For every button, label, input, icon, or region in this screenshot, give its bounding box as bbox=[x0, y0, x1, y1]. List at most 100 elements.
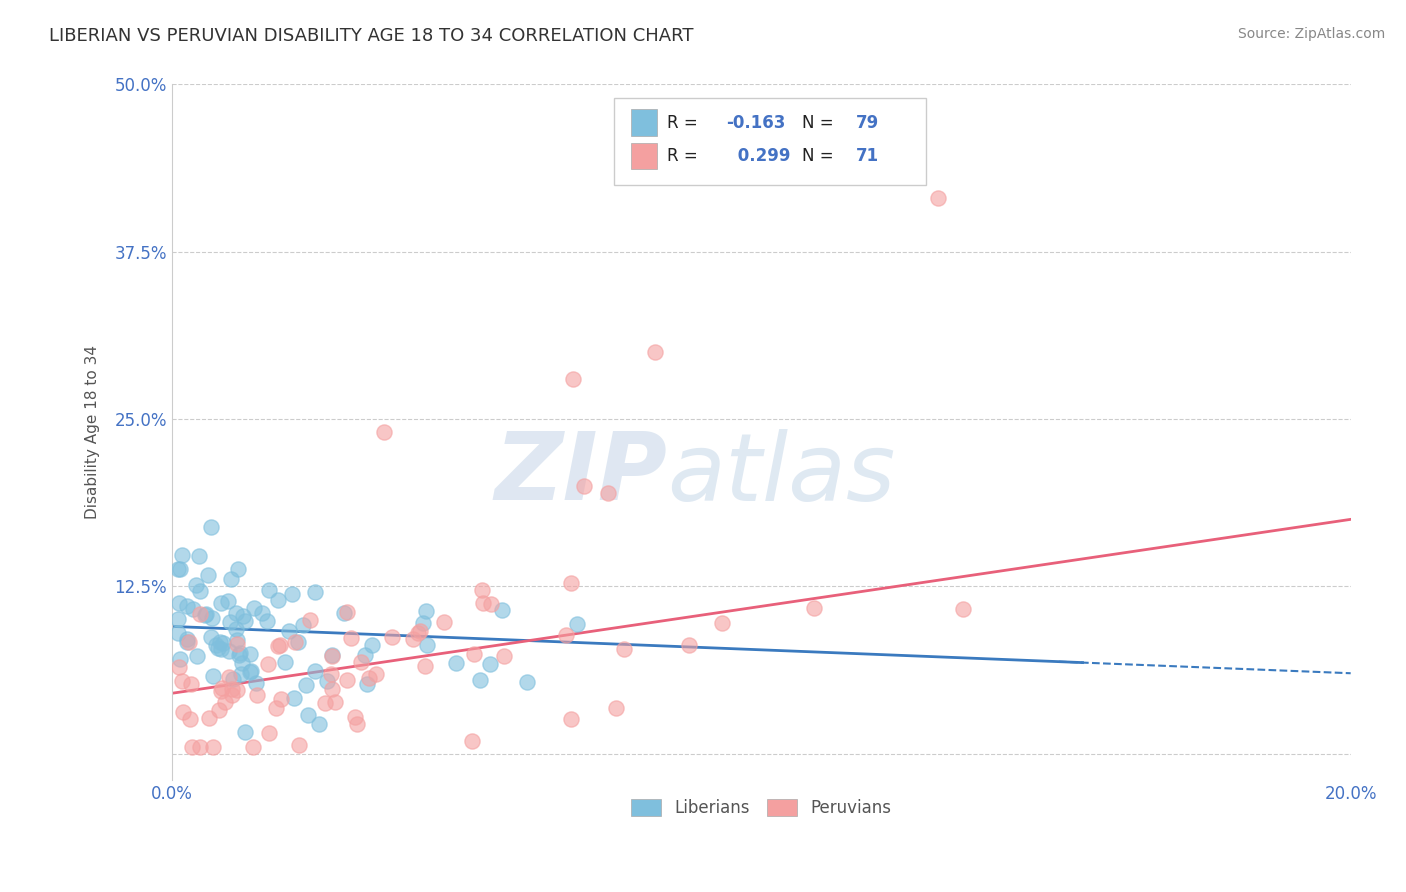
Point bbox=[468, 673, 491, 687]
Point bbox=[172, 706, 194, 720]
Point bbox=[221, 689, 243, 703]
Point bbox=[218, 670, 240, 684]
Point bbox=[281, 587, 304, 601]
Point bbox=[207, 641, 229, 656]
Point bbox=[298, 613, 321, 627]
Point bbox=[287, 634, 309, 648]
Point bbox=[225, 637, 247, 651]
Point bbox=[225, 606, 247, 620]
Point bbox=[321, 648, 343, 663]
Point bbox=[166, 612, 188, 626]
Point bbox=[288, 739, 311, 753]
Point bbox=[188, 607, 211, 621]
Point bbox=[561, 372, 583, 386]
Point bbox=[202, 669, 225, 683]
Point bbox=[560, 575, 582, 590]
Point bbox=[344, 710, 367, 724]
Point bbox=[208, 635, 231, 649]
Bar bbox=[631, 143, 658, 169]
Point bbox=[356, 677, 378, 691]
Point bbox=[613, 641, 636, 656]
Point bbox=[574, 479, 596, 493]
Point bbox=[239, 665, 262, 680]
Text: -0.163: -0.163 bbox=[725, 113, 785, 132]
Point bbox=[333, 607, 356, 621]
Point bbox=[226, 562, 249, 576]
Point bbox=[239, 664, 262, 678]
Point bbox=[415, 638, 437, 652]
Point bbox=[188, 583, 211, 598]
Point bbox=[284, 635, 307, 649]
Point bbox=[339, 631, 361, 645]
Point bbox=[239, 647, 262, 661]
Point bbox=[349, 655, 371, 669]
Text: 79: 79 bbox=[855, 113, 879, 132]
Point bbox=[319, 666, 342, 681]
Point bbox=[217, 594, 239, 608]
Point bbox=[353, 648, 375, 662]
Text: ZIP: ZIP bbox=[494, 428, 666, 520]
Point bbox=[186, 648, 208, 663]
Point bbox=[565, 617, 588, 632]
Point bbox=[295, 678, 318, 692]
Point bbox=[413, 658, 436, 673]
Point bbox=[233, 614, 256, 628]
Point bbox=[232, 609, 254, 624]
Point bbox=[225, 622, 247, 636]
Point bbox=[246, 688, 269, 702]
Point bbox=[176, 599, 198, 613]
Point bbox=[297, 708, 319, 723]
Point bbox=[952, 602, 974, 616]
Point bbox=[321, 682, 343, 697]
Point bbox=[197, 711, 219, 725]
Point bbox=[516, 674, 538, 689]
Point bbox=[221, 681, 243, 696]
Bar bbox=[631, 110, 658, 136]
Point bbox=[267, 639, 290, 653]
Point bbox=[336, 673, 359, 687]
Point bbox=[167, 660, 190, 674]
Point bbox=[180, 676, 202, 690]
Point bbox=[184, 577, 207, 591]
Point bbox=[169, 562, 191, 576]
Point bbox=[228, 648, 250, 663]
Point bbox=[373, 425, 395, 440]
Point bbox=[245, 676, 267, 690]
Text: N =: N = bbox=[803, 147, 839, 165]
Point bbox=[409, 624, 432, 639]
Point bbox=[412, 615, 434, 630]
Point bbox=[177, 635, 200, 649]
Point bbox=[316, 673, 339, 688]
Point bbox=[402, 632, 425, 647]
Point bbox=[304, 665, 326, 679]
Point bbox=[360, 638, 382, 652]
Point bbox=[211, 636, 233, 650]
Point bbox=[209, 642, 232, 657]
Point bbox=[188, 739, 211, 754]
Point bbox=[250, 607, 273, 621]
Point bbox=[270, 691, 292, 706]
Point bbox=[194, 608, 217, 623]
Point bbox=[308, 717, 330, 731]
Point bbox=[560, 712, 582, 726]
Legend: Liberians, Peruvians: Liberians, Peruvians bbox=[624, 793, 898, 824]
Point bbox=[172, 673, 194, 688]
Point bbox=[357, 671, 380, 685]
Point bbox=[235, 724, 257, 739]
Point bbox=[218, 644, 240, 658]
Text: LIBERIAN VS PERUVIAN DISABILITY AGE 18 TO 34 CORRELATION CHART: LIBERIAN VS PERUVIAN DISABILITY AGE 18 T… bbox=[49, 27, 693, 45]
Point bbox=[211, 681, 233, 695]
Point bbox=[188, 549, 211, 563]
Point bbox=[346, 716, 368, 731]
Point bbox=[166, 626, 188, 640]
Point bbox=[207, 702, 229, 716]
Point bbox=[444, 656, 467, 670]
Point bbox=[927, 191, 949, 205]
Point bbox=[678, 638, 700, 652]
Point bbox=[364, 666, 387, 681]
Text: R =: R = bbox=[666, 113, 703, 132]
Point bbox=[170, 549, 193, 563]
Point bbox=[209, 684, 232, 698]
Point bbox=[169, 652, 191, 666]
Text: 0.299: 0.299 bbox=[731, 147, 790, 165]
